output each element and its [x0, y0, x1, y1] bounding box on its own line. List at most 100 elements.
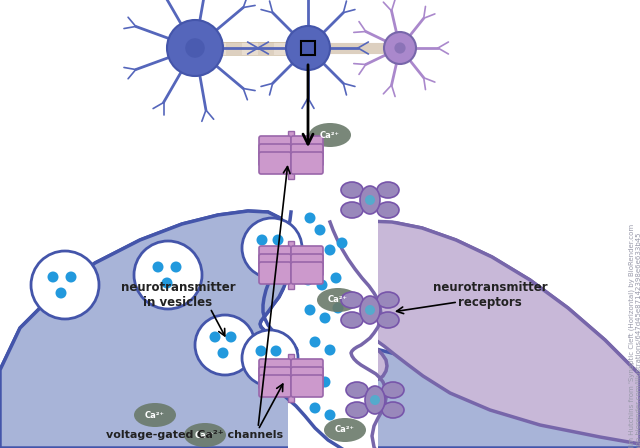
Text: Ca²⁺: Ca²⁺: [335, 426, 355, 435]
Circle shape: [312, 253, 323, 263]
FancyBboxPatch shape: [291, 359, 323, 381]
Circle shape: [185, 38, 205, 58]
Circle shape: [300, 40, 316, 56]
Circle shape: [314, 224, 326, 236]
FancyBboxPatch shape: [291, 262, 323, 284]
Circle shape: [47, 271, 58, 283]
Polygon shape: [289, 42, 305, 55]
Text: Ca²⁺: Ca²⁺: [195, 431, 215, 439]
Polygon shape: [242, 42, 258, 55]
FancyBboxPatch shape: [291, 246, 323, 268]
Ellipse shape: [377, 202, 399, 218]
Ellipse shape: [346, 402, 368, 418]
Circle shape: [384, 32, 416, 64]
FancyBboxPatch shape: [291, 254, 323, 276]
Circle shape: [242, 330, 298, 386]
Circle shape: [56, 288, 67, 298]
Circle shape: [134, 241, 202, 309]
Ellipse shape: [317, 288, 359, 312]
Bar: [288, 131, 294, 179]
Circle shape: [31, 251, 99, 319]
Circle shape: [310, 402, 321, 414]
Ellipse shape: [341, 312, 363, 328]
Circle shape: [242, 218, 302, 278]
FancyBboxPatch shape: [259, 359, 291, 381]
Text: voltage-gated Ca²⁺ channels: voltage-gated Ca²⁺ channels: [106, 430, 284, 440]
Polygon shape: [0, 211, 640, 448]
Ellipse shape: [184, 423, 226, 447]
Circle shape: [209, 332, 221, 343]
Circle shape: [218, 348, 228, 358]
Polygon shape: [0, 211, 640, 448]
Bar: [301, 41, 315, 55]
Circle shape: [394, 43, 406, 54]
Ellipse shape: [346, 382, 368, 398]
Text: CC BY-NC-ND Adapted by Jim Hutchins from 'Synaptic Cleft (Horizontal) by BioRend: CC BY-NC-ND Adapted by Jim Hutchins from…: [628, 224, 640, 448]
Polygon shape: [211, 42, 227, 55]
Circle shape: [310, 336, 321, 348]
Circle shape: [370, 395, 380, 405]
Circle shape: [305, 370, 316, 380]
Ellipse shape: [377, 292, 399, 308]
Polygon shape: [328, 221, 640, 448]
Ellipse shape: [360, 296, 380, 324]
FancyBboxPatch shape: [259, 262, 291, 284]
Circle shape: [65, 271, 77, 283]
Text: neurotransmitter
receptors: neurotransmitter receptors: [433, 281, 547, 309]
Polygon shape: [195, 42, 211, 55]
FancyBboxPatch shape: [259, 136, 291, 158]
Circle shape: [330, 272, 342, 284]
Circle shape: [273, 234, 284, 246]
Polygon shape: [227, 42, 242, 55]
Text: Ca²⁺: Ca²⁺: [145, 410, 165, 419]
Text: Ca²⁺: Ca²⁺: [328, 296, 348, 305]
Polygon shape: [285, 205, 395, 448]
FancyBboxPatch shape: [259, 152, 291, 174]
Circle shape: [152, 262, 163, 272]
FancyBboxPatch shape: [259, 375, 291, 397]
Circle shape: [324, 409, 335, 421]
Circle shape: [264, 250, 275, 262]
Circle shape: [225, 332, 237, 343]
Text: Ca²⁺: Ca²⁺: [320, 130, 340, 139]
FancyBboxPatch shape: [291, 152, 323, 174]
Circle shape: [286, 26, 330, 70]
Circle shape: [333, 302, 344, 314]
Polygon shape: [273, 42, 289, 55]
Ellipse shape: [341, 202, 363, 218]
Ellipse shape: [365, 386, 385, 414]
Circle shape: [300, 250, 310, 260]
Circle shape: [319, 313, 330, 323]
FancyBboxPatch shape: [291, 367, 323, 389]
Circle shape: [195, 315, 255, 375]
Circle shape: [305, 305, 316, 315]
Circle shape: [170, 262, 182, 272]
Circle shape: [257, 234, 268, 246]
Circle shape: [264, 361, 275, 371]
FancyBboxPatch shape: [259, 254, 291, 276]
Circle shape: [305, 212, 316, 224]
Ellipse shape: [134, 403, 176, 427]
FancyBboxPatch shape: [259, 367, 291, 389]
Polygon shape: [258, 42, 273, 55]
Ellipse shape: [341, 292, 363, 308]
FancyBboxPatch shape: [291, 144, 323, 166]
Ellipse shape: [377, 182, 399, 198]
Circle shape: [161, 277, 173, 289]
FancyBboxPatch shape: [291, 375, 323, 397]
Bar: [288, 241, 294, 289]
Circle shape: [317, 280, 328, 290]
Bar: [288, 354, 294, 402]
Circle shape: [319, 376, 330, 388]
Ellipse shape: [382, 382, 404, 398]
Circle shape: [324, 345, 335, 356]
Circle shape: [255, 345, 266, 357]
Ellipse shape: [377, 312, 399, 328]
Circle shape: [337, 237, 348, 249]
Circle shape: [271, 345, 282, 357]
Circle shape: [324, 245, 335, 255]
Circle shape: [365, 195, 375, 205]
Ellipse shape: [309, 123, 351, 147]
Bar: [195, 42, 305, 55]
Polygon shape: [288, 200, 378, 448]
